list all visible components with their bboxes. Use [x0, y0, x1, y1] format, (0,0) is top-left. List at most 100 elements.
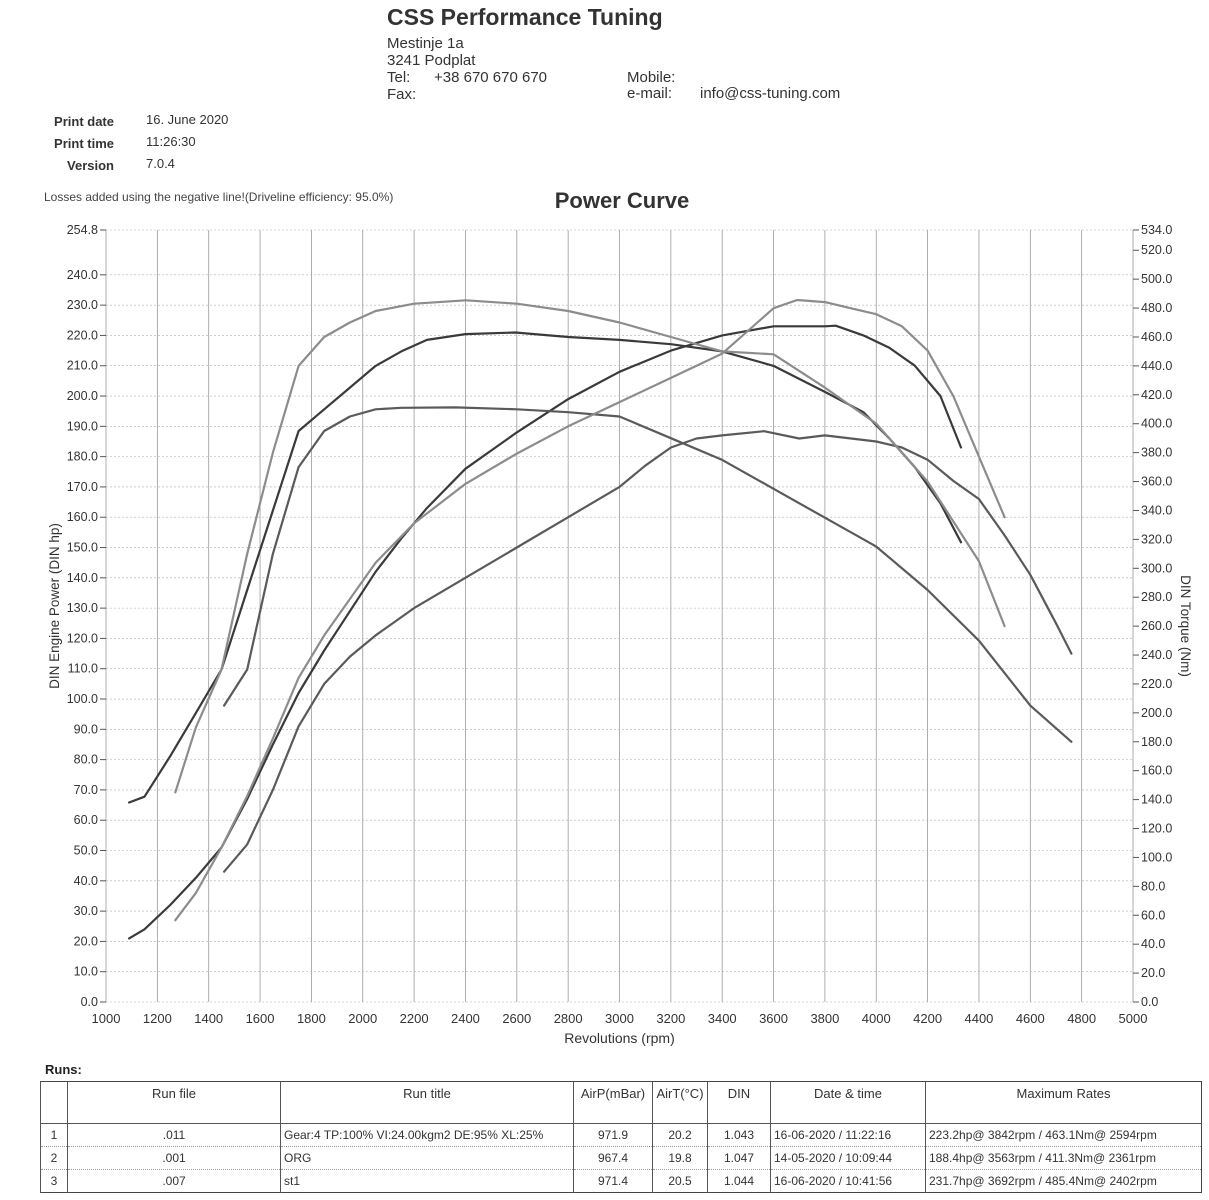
y2-tick-label: 180.0 — [1141, 735, 1172, 749]
y2-tick-label: 100.0 — [1141, 850, 1172, 864]
run-file: .001 — [67, 1146, 281, 1170]
email-value[interactable]: info@css-tuning.com — [700, 85, 841, 102]
axes: Power Curve 1000 1200 1400 1600 1800 2000 2200 2… — [47, 188, 1193, 1046]
x-tick-label: 3000 — [605, 1011, 634, 1026]
run-num: 2 — [40, 1146, 68, 1170]
y-tick-label: 90.0 — [74, 722, 98, 736]
print-time-label: Print time — [54, 136, 114, 151]
run-airt: 19.8 — [652, 1146, 708, 1170]
y2-tick-label: 500.0 — [1141, 272, 1172, 286]
x-tick-label: 4800 — [1067, 1011, 1096, 1026]
y2-tick-label: 534.0 — [1141, 223, 1172, 237]
col-max-rates-header: Maximum Rates — [925, 1081, 1202, 1124]
y2-tick-label: 420.0 — [1141, 388, 1172, 402]
run-airt: 20.2 — [652, 1123, 708, 1147]
y2-tick-label: 360.0 — [1141, 475, 1172, 489]
email-label: e-mail: — [627, 85, 673, 102]
print-date-label: Print date — [54, 114, 114, 129]
run-title: Gear:4 TP:100% VI:24.00kgm2 DE:95% XL:25… — [280, 1123, 574, 1147]
run-file: .007 — [67, 1169, 281, 1193]
table-row[interactable]: 1 .011 Gear:4 TP:100% VI:24.00kgm2 DE:95… — [40, 1123, 1202, 1147]
run-max-rates: 188.4hp@ 3563rpm / 411.3Nm@ 2361rpm — [925, 1146, 1202, 1170]
x-tick-label: 1800 — [297, 1011, 326, 1026]
y2-tick-label: 140.0 — [1141, 793, 1172, 807]
y-tick-label: 230.0 — [67, 298, 98, 312]
run-3-torque-line — [174, 299, 1006, 794]
run-num: 1 — [40, 1123, 68, 1147]
run-airp: 971.4 — [573, 1169, 653, 1193]
y2-tick-label: 300.0 — [1141, 561, 1172, 575]
print-date-value: 16. June 2020 — [146, 112, 229, 127]
col-din-header: DIN — [707, 1081, 771, 1124]
run-2-torque-line — [223, 406, 1073, 743]
x-tick-label: 1000 — [92, 1011, 121, 1026]
y2-tick-label: 400.0 — [1141, 417, 1172, 431]
y2-tick-label: 240.0 — [1141, 648, 1172, 662]
y2-tick-label: 120.0 — [1141, 822, 1172, 836]
x-tick-label: 1600 — [246, 1011, 275, 1026]
run-datetime: 16-06-2020 / 10:41:56 — [770, 1169, 926, 1193]
run-datetime: 14-05-2020 / 10:09:44 — [770, 1146, 926, 1170]
y-tick-label: 50.0 — [74, 844, 98, 858]
y-tick-label: 200.0 — [67, 389, 98, 403]
table-row[interactable]: 2 .001 ORG 967.4 19.8 1.047 14-05-2020 /… — [40, 1146, 1202, 1170]
x-tick-label: 3400 — [708, 1011, 737, 1026]
y2-tick-label: 460.0 — [1141, 330, 1172, 344]
x-tick-label: 2600 — [502, 1011, 531, 1026]
y2-tick-label: 220.0 — [1141, 677, 1172, 691]
x-tick-label: 4600 — [1016, 1011, 1045, 1026]
y-tick-label: 60.0 — [74, 813, 98, 827]
y2-tick-label: 340.0 — [1141, 503, 1172, 517]
runs-header-row: Run file Run title AirP(mBar) AirT(°C) D… — [40, 1081, 1202, 1124]
run-3-power-line — [174, 298, 1006, 922]
run-title: ORG — [280, 1146, 574, 1170]
address-line-2: 3241 Podplat — [387, 52, 476, 69]
y-tick-label: 100.0 — [67, 692, 98, 706]
mobile-label: Mobile: — [627, 69, 676, 86]
run-max-rates: 223.2hp@ 3842rpm / 463.1Nm@ 2594rpm — [925, 1123, 1202, 1147]
y2-tick-label: 440.0 — [1141, 359, 1172, 373]
run-din: 1.047 — [707, 1146, 771, 1170]
y-tick-label: 240.0 — [67, 268, 98, 282]
x-tick-label: 4200 — [913, 1011, 942, 1026]
y2-tick-label: 200.0 — [1141, 706, 1172, 720]
series-lines — [128, 298, 1073, 940]
x-tick-label: 4000 — [862, 1011, 891, 1026]
x-tick-label: 2800 — [554, 1011, 583, 1026]
y-axis-label: DIN Engine Power (DIN hp) — [47, 523, 62, 689]
col-run-file-header: Run file — [67, 1081, 281, 1124]
run-airp: 971.9 — [573, 1123, 653, 1147]
runs-label: Runs: — [45, 1062, 82, 1077]
y2-tick-label: 260.0 — [1141, 619, 1172, 633]
y-tick-label: 80.0 — [74, 753, 98, 767]
power-curve-chart: Power Curve 1000 1200 1400 1600 1800 2000 2200 2… — [47, 188, 1193, 1046]
tel-value: +38 670 670 670 — [434, 69, 548, 86]
y-tick-label: 10.0 — [74, 965, 98, 979]
run-max-rates: 231.7hp@ 3692rpm / 485.4Nm@ 2402rpm — [925, 1169, 1202, 1193]
y-tick-label: 170.0 — [67, 480, 98, 494]
x-tick-label: 3200 — [656, 1011, 685, 1026]
y-tick-label: 140.0 — [67, 571, 98, 585]
y2-tick-label: 520.0 — [1141, 243, 1172, 257]
col-datetime-header: Date & time — [770, 1081, 926, 1124]
y-tick-label: 40.0 — [74, 874, 98, 888]
run-datetime: 16-06-2020 / 11:22:16 — [770, 1123, 926, 1147]
x-tick-label: 2400 — [451, 1011, 480, 1026]
tel-label: Tel: — [387, 69, 411, 86]
x-tick-label: 3600 — [759, 1011, 788, 1026]
y-tick-label: 180.0 — [67, 450, 98, 464]
run-din: 1.043 — [707, 1123, 771, 1147]
y-tick-label: 120.0 — [67, 631, 98, 645]
y2-axis-label: DIN Torque (Nm) — [1178, 575, 1193, 677]
col-airp-header: AirP(mBar) — [573, 1081, 653, 1124]
table-row[interactable]: 3 .007 st1 971.4 20.5 1.044 16-06-2020 /… — [40, 1169, 1202, 1193]
address-line-1: Mestinje 1a — [387, 35, 464, 52]
y2-tick-label: 0.0 — [1141, 995, 1158, 1009]
y-tick-label: 70.0 — [74, 783, 98, 797]
y2-tick-label: 480.0 — [1141, 301, 1172, 315]
x-tick-label: 1400 — [194, 1011, 223, 1026]
chart-title: Power Curve — [555, 188, 690, 213]
x-tick-label: 5000 — [1119, 1011, 1148, 1026]
x-axis-label: Revolutions (rpm) — [564, 1030, 674, 1046]
y-tick-label: 110.0 — [68, 662, 98, 676]
